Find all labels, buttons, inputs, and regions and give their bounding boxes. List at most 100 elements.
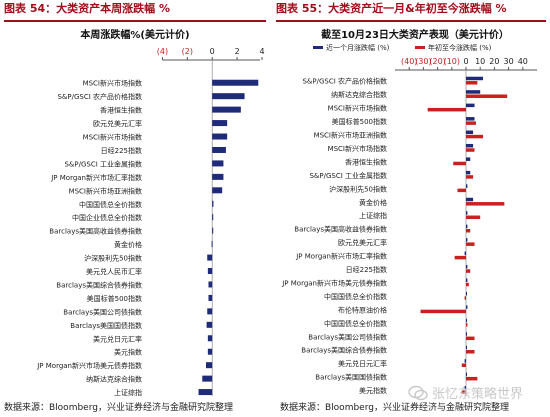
x-tick-label: 30 [504,57,514,66]
bar-ytd [464,296,466,300]
category-label: 美国标普500指数 [87,294,142,303]
category-label: MSCI新兴市场指数 [328,104,387,113]
bar [212,173,224,180]
wechat-icon [408,385,428,400]
category-label: 日经225指数 [346,265,387,274]
category-label: 美元指数 [114,348,142,357]
bar-month [466,197,474,202]
bar [212,79,259,86]
x-tick-label: (30) [415,57,431,66]
category-label: 美元兑人民币汇率 [86,267,142,276]
bar [206,321,213,328]
category-label: Barclays美国国债指数 [70,321,142,330]
bar-ytd [427,107,466,112]
category-label: JP Morgan新兴市场美元债券指数 [281,278,387,287]
bar-ytd [466,350,475,354]
x-tick-label: (20) [429,57,445,66]
category-label: 中国国债总全价指数 [324,319,387,328]
bar [212,227,214,234]
bar [212,106,241,113]
x-tick-label: 40 [518,57,528,66]
x-tick-label: (10) [444,57,460,66]
watermark-text: 张忆东策略世界 [432,387,524,402]
category-label: 中国国债总全价指数 [324,292,387,301]
bar [207,335,213,342]
category-label: 中国国债总全价指数 [79,200,142,209]
bar-ytd [466,148,475,152]
bar-ytd [466,376,478,381]
bar-ytd [466,215,481,220]
x-tick-label: 20 [489,57,499,66]
category-label: Barclays美国公司债指数 [63,307,142,316]
bar-month [464,386,466,390]
category-label: 布伦特原油价格 [338,305,387,314]
x-tick-label: (40) [401,57,417,66]
bar-ytd [420,309,466,314]
bar-month [466,278,468,282]
bar-month [464,359,466,363]
x-tick-label: (4) [157,47,168,56]
category-label: Barclays美国高收益债券指数 [49,227,142,236]
legend-swatch-month [313,46,323,49]
bar-month [466,90,481,94]
category-label: 美国标普500指数 [332,117,387,126]
bar-ytd [466,175,474,179]
category-label: MSCI新兴市场亚洲指数 [69,186,142,195]
x-tick-label: 0 [463,57,468,66]
category-label: Barclays美国高收益债券指数 [294,225,387,234]
legend-label-month: 近一个月涨跌幅 (%) [326,43,390,52]
category-label: 美元兑日元汇率 [93,334,142,343]
bar [207,254,213,261]
bar [212,93,245,100]
bar-ytd [466,336,475,341]
bar-month [466,184,468,188]
bar-month [466,103,475,108]
bar [212,214,214,221]
category-label: S&P/GSCI 工业金属指数 [309,171,387,180]
category-label: 香港恒生指数 [100,106,142,115]
bar-month [466,332,467,336]
bar-ytd [466,134,484,139]
bar-month [466,117,475,121]
bar-month [466,305,468,309]
bar-ytd [466,228,471,233]
bar-ytd [466,121,476,125]
bar-month [466,318,467,323]
category-label: MSCI新兴市场指数 [328,144,387,153]
category-label: Barclays美国公司债指数 [308,332,387,341]
category-label: S&P/GSCI 农产品价格指数 [57,92,142,101]
category-label: MSCI新兴市场指数 [83,133,142,142]
category-label: 沪深股利先50指数 [84,254,142,263]
bar [207,348,213,355]
bar-month [466,345,467,350]
bar-month [466,157,471,161]
bar-ytd [466,269,471,273]
category-label: 欧元兑美元汇率 [338,238,387,247]
category-label: 美元指数 [359,386,387,395]
category-label: JP Morgan新兴市场美元债券指数 [36,361,142,370]
bar-ytd [454,255,466,260]
bar-month [466,211,468,215]
bar-month [466,372,467,377]
category-label: Barclays美国综合债券指数 [301,346,387,355]
category-label: MSCI新兴市场指数 [83,79,142,88]
legend-swatch-ytd [415,46,425,49]
chart-title: 本周涨跌幅%(美元计价) [80,28,189,41]
left-figure-header: 图表 54：大类资产本周涨跌幅 % [4,0,266,22]
bar [211,241,213,248]
bar [207,268,213,275]
category-label: 日经225指数 [101,146,142,155]
bar-month [464,251,466,256]
bar-month [466,143,474,148]
category-label: JP Morgan新兴市场汇率指数 [295,252,387,261]
bar-ytd [457,188,466,193]
bar [206,362,213,369]
category-label: 沪深股利先50指数 [329,184,387,193]
right-figure-header: 图表 55：大类资产近一月&年初至今涨跌幅 % [276,0,546,22]
bar [207,308,213,315]
bar-month [466,76,484,81]
category-label: JP Morgan新兴市场汇率指数 [50,173,142,182]
bar-ytd [453,161,466,166]
bar-month [466,224,468,229]
